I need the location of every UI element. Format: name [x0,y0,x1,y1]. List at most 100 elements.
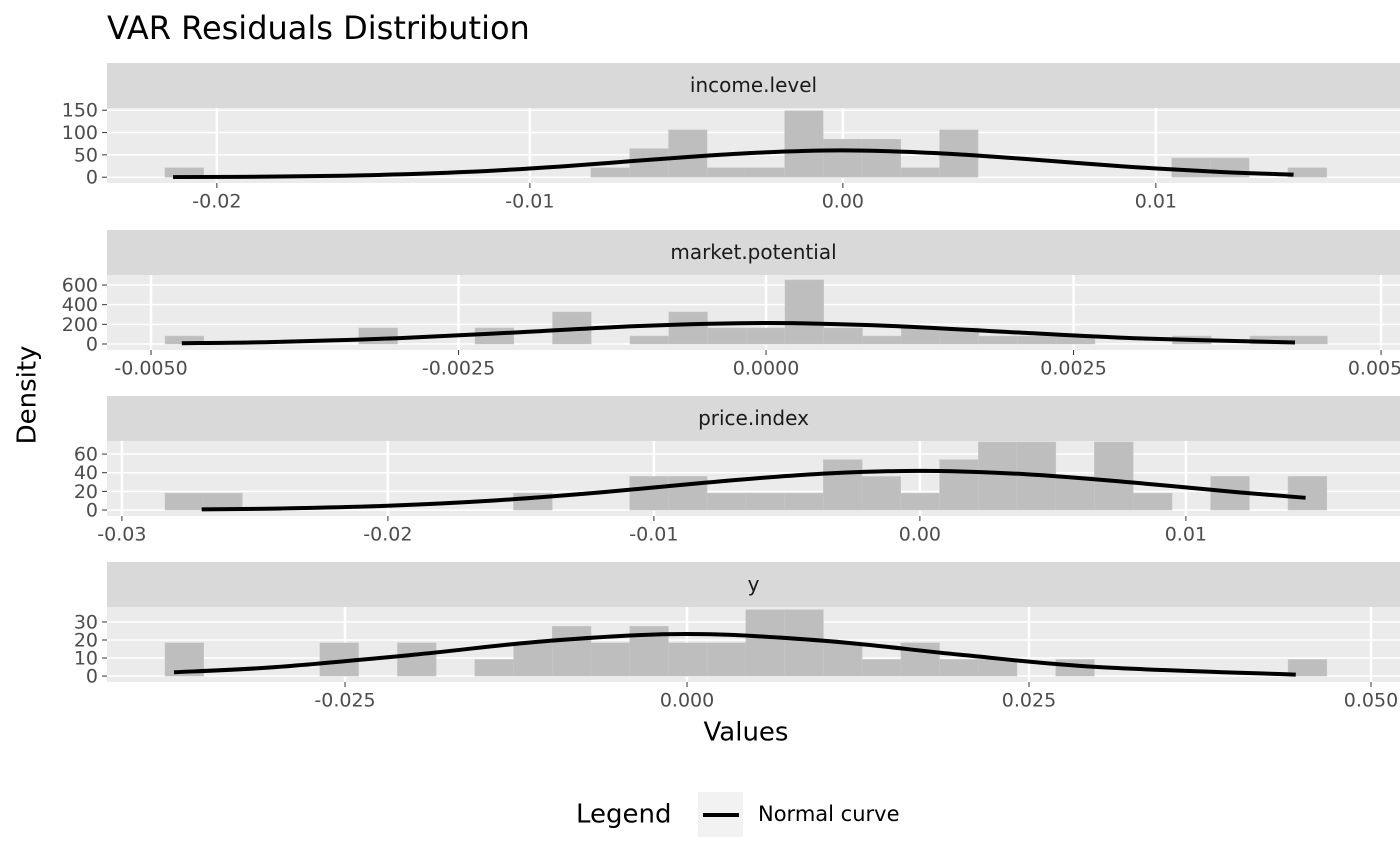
bar [745,167,785,178]
bar [1171,157,1211,178]
bar [823,642,863,677]
bar [861,476,901,511]
x-tick-label: -0.0050 [114,358,187,380]
x-tick-label: -0.01 [505,191,554,213]
y-tick-label: 10 [74,648,98,670]
bar [978,441,1018,511]
bar [978,335,1018,345]
x-tick-label: 0.0050 [1348,358,1400,380]
x-tick-label: 0.000 [660,690,714,712]
bar [939,659,979,677]
y-tick-label: 0 [86,666,98,688]
x-tick-label: 0.0025 [1040,358,1106,380]
x-tick-label: 0.050 [1344,690,1398,712]
x-tick-label: -0.03 [97,524,146,546]
x-tick-label: 0.0000 [733,358,799,380]
legend-title: Legend [576,800,672,830]
x-axis-label: Values [704,718,789,748]
strip [107,63,1400,108]
bar [590,167,630,178]
y-tick-label: 0 [86,167,98,189]
bar [900,327,941,345]
bar [784,492,824,511]
normal-curve [201,468,1306,512]
y-tick-label: 150 [62,100,98,122]
y-tick-label: 40 [74,462,98,484]
strip-label: price.index [698,406,809,430]
y-tick-label: 20 [74,629,98,651]
strip [107,396,1400,441]
bar [745,492,786,511]
bar [1132,492,1173,511]
bar [784,110,824,178]
x-tick-label: -0.02 [192,191,241,213]
bar [706,642,747,677]
bar [552,626,592,677]
y-tick-label: 60 [74,444,98,466]
strip [107,230,1400,275]
bar [784,279,824,345]
bar [1287,476,1328,511]
bar [629,476,669,511]
bar [978,659,1018,677]
normal-curve [181,320,1296,346]
x-tick-label: -0.01 [629,524,678,546]
bar [1287,167,1328,178]
bar [397,642,437,677]
y-tick-label: 20 [74,481,98,503]
bar [861,659,902,677]
bar [1055,476,1095,511]
bar [900,167,940,178]
y-tick-label: 400 [62,294,98,316]
bar [668,129,708,178]
strip-label: income.level [690,73,817,97]
strip-label: market.potential [670,240,836,264]
normal-curve [173,148,1294,180]
y-tick-label: 0 [86,334,98,356]
chart-title: VAR Residuals Distribution [107,9,530,47]
x-tick-label: 0.025 [1002,690,1056,712]
bar [474,659,514,677]
x-tick-label: -0.025 [314,690,375,712]
x-tick-label: 0.01 [1135,191,1177,213]
x-tick-label: -0.02 [363,524,412,546]
bar [706,492,747,511]
bar [862,335,902,345]
bar [900,492,940,511]
bar [358,327,398,345]
x-tick-label: -0.0025 [422,358,495,380]
bar [822,139,863,178]
bar [823,327,863,345]
x-tick-label: 0.01 [1165,524,1207,546]
bar [823,459,863,511]
bar [668,642,708,677]
y-axis-label: Density [13,346,43,445]
bar [745,609,785,677]
bar [629,335,670,345]
bar [745,327,786,345]
y-tick-label: 200 [62,314,98,336]
legend-label: Normal curve [758,802,900,826]
bar [1094,441,1134,511]
bar [164,492,205,511]
bar [513,642,553,677]
y-tick-label: 30 [74,611,98,633]
x-tick-label: 0.00 [899,524,941,546]
x-tick-label: 0.00 [822,191,864,213]
bar [590,642,630,677]
normal-curve [173,632,1296,677]
bar [1288,335,1328,345]
bar [629,148,669,178]
bar [939,459,979,511]
bar [706,167,747,178]
y-tick-label: 50 [74,144,98,166]
bar [707,327,747,345]
bar [784,609,824,677]
y-tick-label: 100 [62,122,98,144]
strip [107,562,1400,607]
strip-label: y [748,572,760,596]
bar [1017,335,1057,345]
bar [1287,659,1328,677]
